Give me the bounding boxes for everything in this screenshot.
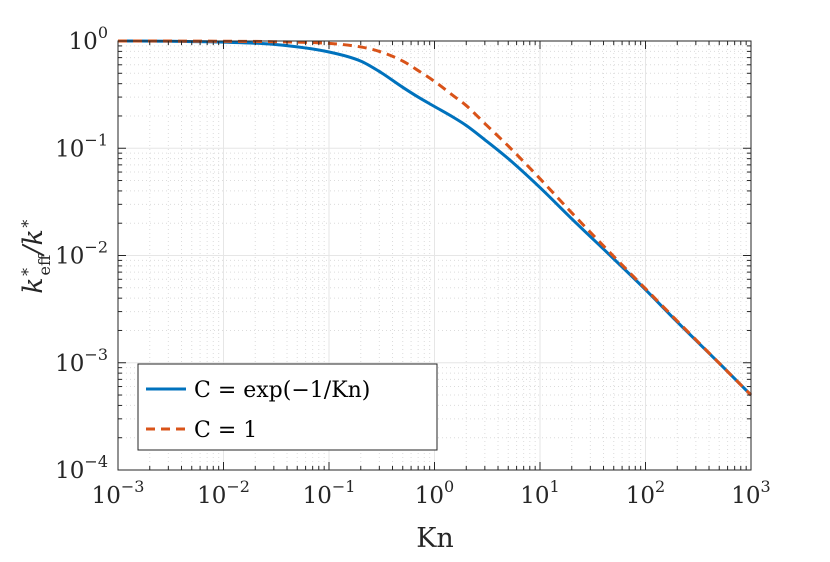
legend-label-series-2: C = 1 <box>194 418 257 443</box>
tick-marks <box>117 40 752 471</box>
x-tick-label: 10−1 <box>303 477 356 509</box>
x-tick-label: 100 <box>415 477 454 509</box>
series-line-1 <box>117 39 753 397</box>
x-tick-label: 102 <box>626 477 665 509</box>
y-tick-label: 10−3 <box>55 345 108 377</box>
series-layer <box>117 39 753 397</box>
x-tick-label: 10−2 <box>197 477 250 509</box>
legend-label-series-1: C = exp(−1/Kn) <box>194 378 370 403</box>
x-tick-label: 10−3 <box>92 477 145 509</box>
y-tick-label: 100 <box>69 23 108 55</box>
x-tick-label: 101 <box>520 477 559 509</box>
legend-box <box>137 363 438 451</box>
series-line-2 <box>117 39 753 397</box>
y-tick-label: 10−1 <box>55 130 108 162</box>
x-tick-label: 103 <box>731 477 770 509</box>
x-tick-labels: 10−3 10−2 10−1 100 101 102 103 <box>92 477 771 509</box>
y-axis-label: k∗eff/k∗ <box>15 218 54 293</box>
legend: C = exp(−1/Kn) C = 1 <box>137 363 438 451</box>
y-tick-labels: 100 10−1 10−2 10−3 10−4 <box>55 23 108 484</box>
y-tick-label: 10−4 <box>55 452 108 484</box>
x-axis-label: Kn <box>416 523 454 554</box>
y-tick-label: 10−2 <box>55 238 108 270</box>
